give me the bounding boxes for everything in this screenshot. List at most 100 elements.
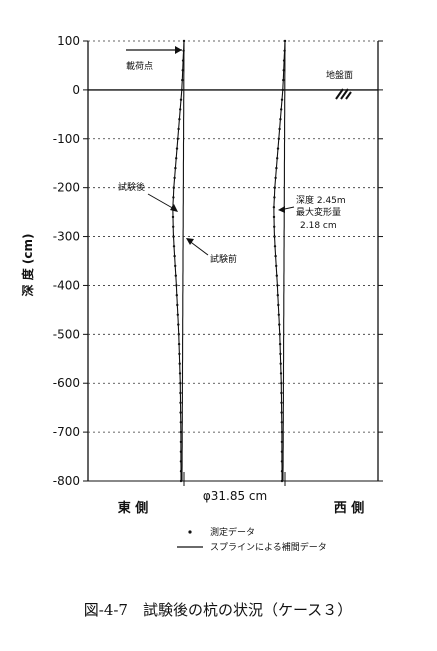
measurement-point — [277, 313, 280, 316]
diameter-label: φ31.85 cm — [203, 489, 267, 503]
y-tick-label: -400 — [53, 278, 80, 292]
measurement-point — [179, 470, 183, 473]
measurement-point — [175, 147, 179, 150]
measurement-point — [273, 245, 277, 248]
measurement-point — [280, 450, 284, 453]
before-test-line-east — [181, 41, 185, 481]
y-axis-label: 深 度 (cm) — [20, 234, 35, 297]
measurement-point — [276, 157, 279, 160]
measurement-point — [273, 186, 276, 189]
measurement-point — [173, 254, 176, 258]
measurement-point — [280, 411, 283, 414]
measurement-point — [278, 323, 281, 326]
west-side-label: 西 側 — [334, 500, 365, 516]
measurement-point — [278, 127, 281, 131]
after-test-arrowhead — [170, 204, 178, 212]
measurement-point — [277, 137, 280, 140]
measurement-point — [283, 49, 286, 52]
before-test-arrowhead — [186, 238, 194, 245]
measurement-point — [172, 196, 175, 199]
measurement-point — [180, 88, 183, 92]
y-tick-label: -600 — [53, 376, 80, 390]
measurement-point — [275, 166, 278, 170]
measurement-point — [273, 235, 276, 238]
max-deform-arrowhead — [278, 206, 285, 213]
measurement-point — [178, 372, 182, 375]
max-deform-value-label: 2.18 cm — [300, 221, 337, 231]
measurement-point — [177, 342, 181, 346]
measurement-point — [171, 215, 175, 219]
measurement-point — [177, 333, 180, 336]
measurement-point — [179, 430, 183, 434]
measurement-point — [172, 245, 176, 248]
y-tick-label: -300 — [53, 230, 80, 244]
legend-dot-icon — [188, 530, 192, 534]
measurement-point — [179, 382, 182, 385]
measurement-point — [179, 98, 183, 101]
measurement-point — [279, 362, 282, 365]
measurement-point — [272, 206, 276, 209]
measurement-point — [176, 137, 179, 140]
measurement-point — [181, 69, 184, 72]
measurement-point — [172, 186, 175, 189]
measurement-point — [278, 342, 282, 346]
ground-surface-label: 地盤面 — [326, 69, 353, 81]
measurement-point — [178, 352, 181, 356]
measurement-point — [283, 39, 287, 43]
measurement-point — [280, 401, 283, 404]
load-point-arrowhead — [175, 46, 182, 54]
measurement-point — [280, 108, 283, 111]
measurement-point — [280, 430, 284, 434]
y-tick-label: -500 — [53, 327, 80, 341]
measurement-point — [176, 303, 179, 307]
measurement-point — [173, 176, 176, 180]
measurement-point — [276, 284, 279, 287]
measurement-point — [179, 479, 183, 483]
measurement-point — [276, 294, 279, 297]
measurement-point — [182, 49, 185, 52]
y-tick-label: 0 — [72, 83, 80, 97]
measurement-point — [282, 59, 286, 62]
after-test-label: 試験後 — [118, 181, 145, 193]
measurement-point — [179, 421, 182, 424]
before-test-label: 試験前 — [210, 253, 237, 265]
legend-label-line: スプラインによる補間データ — [210, 541, 327, 553]
y-tick-label: -700 — [53, 425, 80, 439]
measurement-point — [179, 391, 182, 395]
measurement-point — [172, 235, 175, 238]
measurement-point — [174, 274, 177, 277]
y-tick-label: 100 — [57, 34, 80, 48]
east-side-label: 東 側 — [118, 500, 149, 516]
figure-caption: 図-4-7 試験後の杭の状況（ケース３） — [84, 601, 352, 619]
measurement-point — [178, 362, 181, 365]
measurement-point — [179, 401, 182, 404]
measurement-point — [175, 157, 178, 160]
measurement-point — [179, 460, 183, 463]
measurement-point — [174, 166, 177, 170]
measurement-point — [182, 39, 186, 43]
measurement-point — [176, 313, 179, 316]
measurement-point — [280, 391, 283, 395]
measurement-point — [178, 118, 181, 121]
measurement-point — [179, 411, 182, 414]
measurement-point — [175, 294, 178, 297]
measurement-point — [275, 264, 278, 268]
measurement-point — [280, 440, 284, 444]
measurement-point — [278, 333, 281, 336]
measurement-point — [179, 450, 183, 453]
measurement-point — [277, 303, 280, 307]
measurement-point — [181, 59, 185, 62]
measurement-point — [273, 196, 276, 199]
max-deform-depth-label: 深度 2.45m — [296, 194, 346, 206]
load-point-label: 載荷点 — [126, 60, 153, 72]
measurement-point — [281, 88, 284, 92]
measurement-point — [275, 274, 278, 277]
measurement-point — [175, 284, 178, 287]
measurement-point — [282, 69, 285, 72]
measurement-point — [172, 225, 175, 228]
measurement-point — [282, 78, 285, 82]
measurement-point — [280, 470, 284, 473]
measurement-point — [276, 147, 280, 150]
measurement-point — [279, 372, 283, 375]
